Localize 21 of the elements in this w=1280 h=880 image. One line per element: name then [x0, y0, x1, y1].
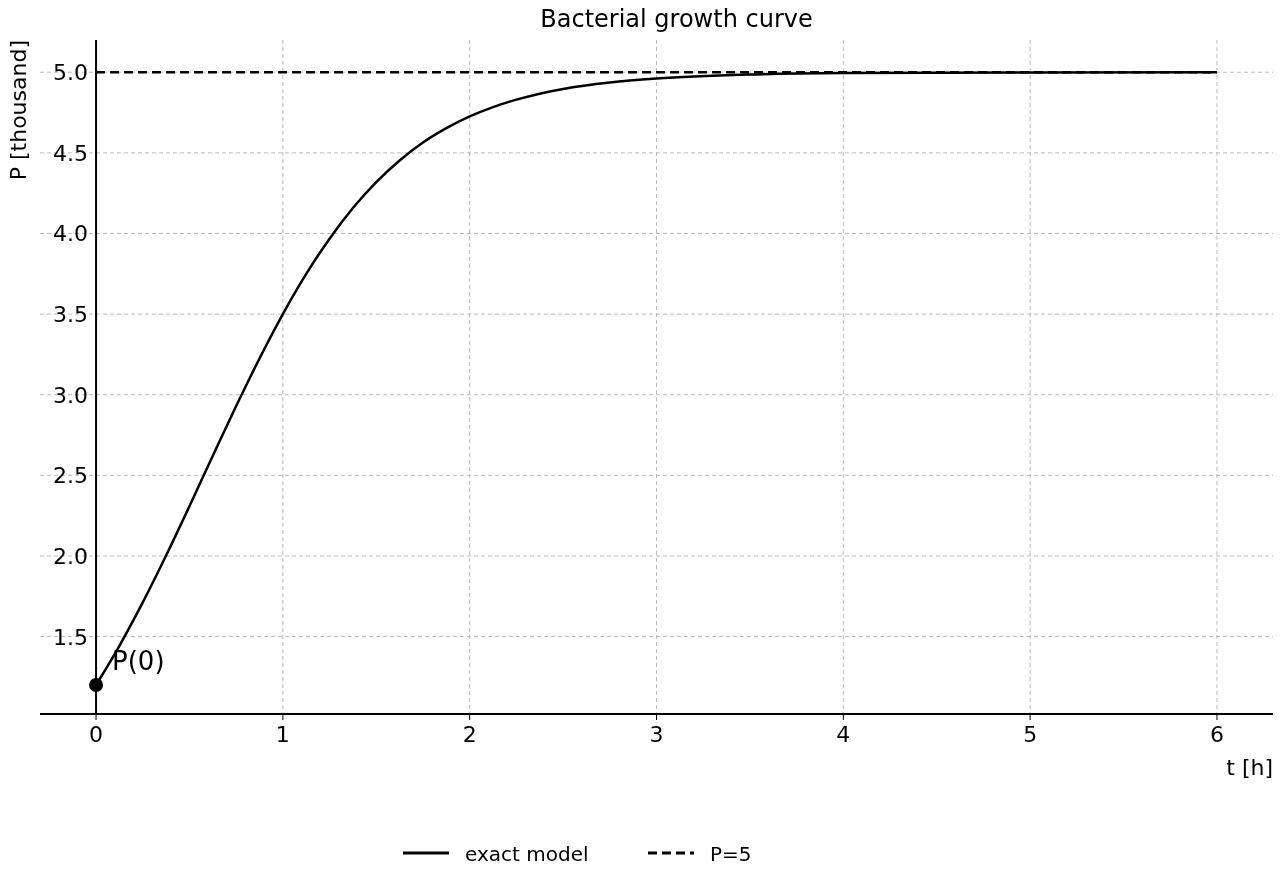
- y-tick-label: 2.5: [53, 463, 89, 489]
- y-tick-label: 3.5: [53, 302, 89, 328]
- legend-label: exact model: [465, 842, 589, 866]
- legend-label: P=5: [710, 842, 752, 866]
- y-tick-label: 4.0: [53, 221, 89, 247]
- y-axis-title: P [thousand]: [6, 40, 31, 181]
- x-tick-label: 3: [649, 722, 664, 747]
- y-tick-label: 1.5: [53, 624, 89, 650]
- y-tick-label: 2.0: [53, 543, 89, 569]
- x-tick-label: 4: [836, 722, 851, 747]
- x-tick-label: 1: [275, 722, 290, 747]
- x-tick-label: 6: [1209, 722, 1224, 747]
- y-tick-label: 5.0: [53, 60, 89, 86]
- x-tick-label: 0: [89, 722, 104, 747]
- x-tick-label: 5: [1023, 722, 1038, 747]
- y-tick-label: 3.0: [53, 382, 89, 408]
- y-tick-label: 4.5: [53, 140, 89, 166]
- x-tick-label: 2: [462, 722, 477, 747]
- chart-title: Bacterial growth curve: [540, 5, 813, 33]
- annotation: P(0): [112, 645, 165, 676]
- x-axis-title: t [h]: [1226, 755, 1273, 780]
